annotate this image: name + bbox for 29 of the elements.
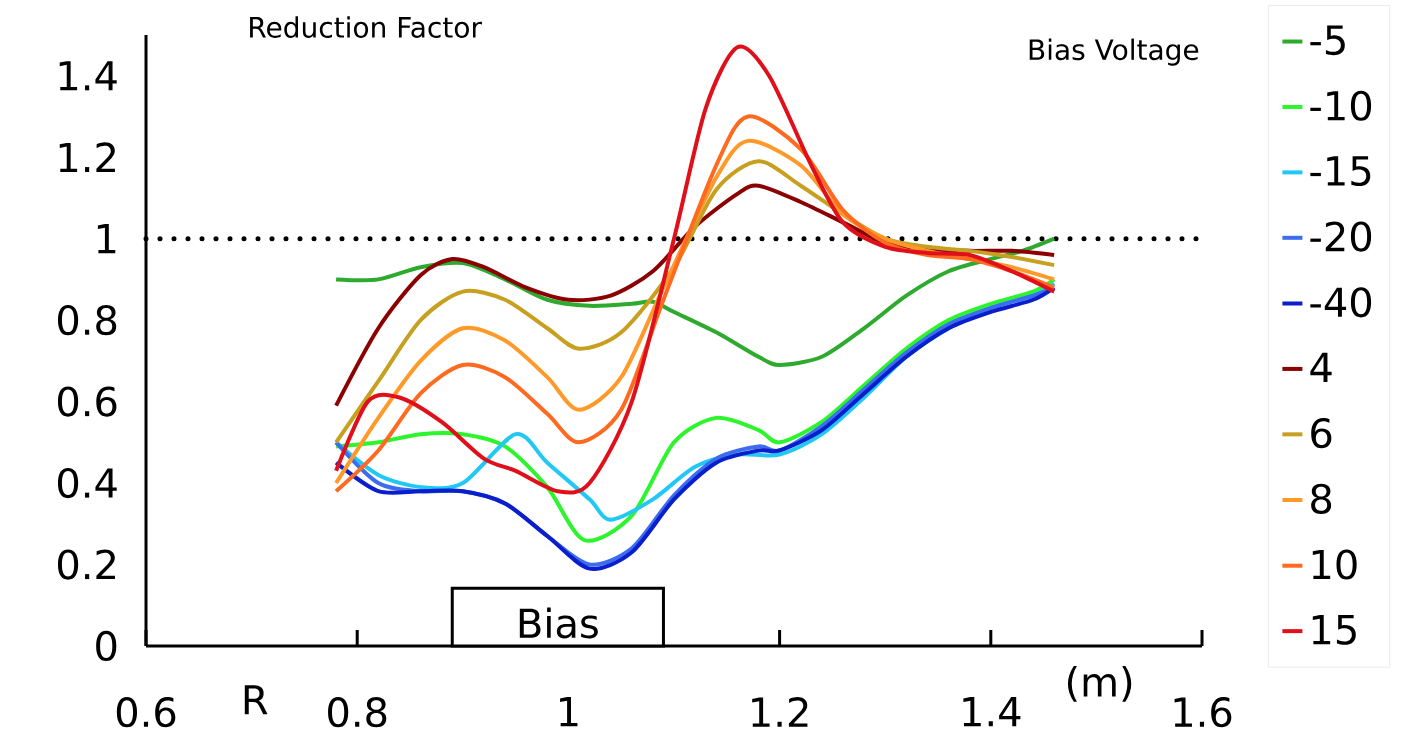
legend-label: -5 bbox=[1310, 25, 1345, 56]
x-tick-label: 1 bbox=[560, 697, 578, 727]
legend-label: -20 bbox=[1310, 221, 1372, 252]
x-tick-label: 1.6 bbox=[1174, 697, 1232, 728]
legend-label: 4 bbox=[1310, 352, 1332, 382]
y-tick-label: 1.2 bbox=[59, 142, 115, 173]
x-tick-label: 0.8 bbox=[328, 697, 387, 728]
text: (m) bbox=[1067, 666, 1132, 702]
y-tick-label: 0.8 bbox=[57, 305, 117, 336]
x-tick-label: 1.4 bbox=[963, 697, 1021, 727]
y-axis-title: Reduction Factor bbox=[250, 16, 482, 38]
y-tick-label: 0.6 bbox=[57, 386, 117, 417]
legend-label: -15 bbox=[1310, 156, 1371, 187]
y-tick-label: 0.2 bbox=[57, 549, 115, 580]
x-axis-title: R bbox=[244, 685, 268, 715]
y-tick-label: 0.4 bbox=[57, 467, 117, 499]
y-tick-label: 1 bbox=[97, 224, 116, 254]
legend-label: -10 bbox=[1310, 90, 1372, 121]
band-label: Bias bbox=[519, 607, 598, 639]
y-tick-label: 0 bbox=[96, 630, 117, 662]
legend-label: 6 bbox=[1311, 418, 1332, 449]
x-tick-label: 0.6 bbox=[116, 697, 176, 728]
legend-label: 8 bbox=[1311, 483, 1332, 514]
x-tick-label: 1.2 bbox=[752, 697, 808, 727]
legend-label: 15 bbox=[1312, 615, 1356, 645]
legend-title: Bias Voltage bbox=[1029, 38, 1199, 66]
legend-label: -40 bbox=[1310, 287, 1372, 318]
legend-label: 10 bbox=[1312, 549, 1357, 580]
y-tick-label: 1.4 bbox=[59, 61, 117, 91]
